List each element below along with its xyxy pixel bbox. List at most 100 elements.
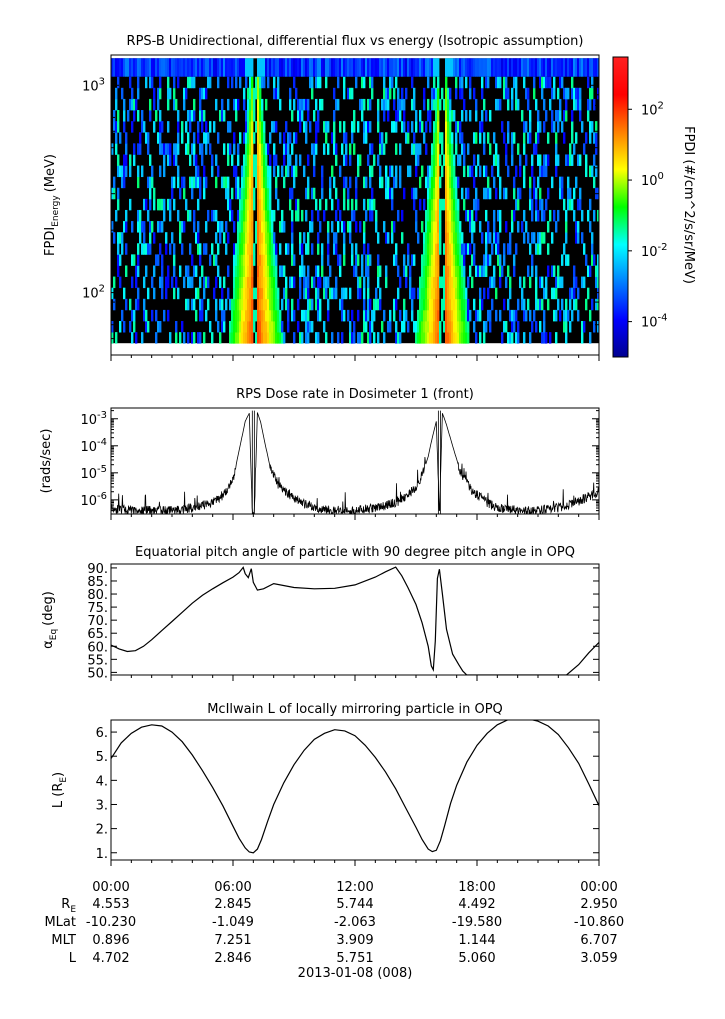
heatmap-cell — [321, 187, 324, 200]
heatmap-cell — [251, 332, 254, 344]
heatmap-cell — [535, 243, 538, 255]
heatmap-cell — [231, 187, 234, 200]
heatmap-cell — [539, 320, 542, 333]
ephemeris-value: 4.492 — [458, 897, 495, 912]
heatmap-cell — [439, 209, 442, 222]
heatmap-cell — [349, 332, 352, 344]
heatmap-cell — [545, 154, 548, 166]
heatmap-cell — [251, 254, 254, 266]
heatmap-cell — [437, 254, 440, 266]
heatmap-cell — [425, 276, 428, 289]
heatmap-cell — [307, 298, 310, 311]
heatmap-cell — [473, 132, 476, 144]
heatmap-cell — [533, 58, 536, 77]
heatmap-cell — [523, 58, 526, 77]
heatmap-cell — [245, 198, 248, 211]
heatmap-cell — [435, 243, 438, 255]
heatmap-cell — [343, 58, 346, 77]
heatmap-cell — [561, 76, 564, 89]
heatmap-cell — [571, 287, 574, 300]
heatmap-cell — [367, 298, 370, 311]
heatmap-cell — [427, 76, 430, 89]
heatmap-cell — [305, 187, 308, 200]
heatmap-cell — [359, 287, 362, 300]
heatmap-cell — [159, 320, 162, 333]
heatmap-cell — [249, 187, 252, 200]
heatmap-cell — [459, 298, 462, 311]
heatmap-cell — [279, 332, 282, 344]
heatmap-cell — [447, 143, 450, 155]
heatmap-cell — [131, 87, 134, 100]
heatmap-cell — [191, 143, 194, 155]
heatmap-cell — [115, 332, 118, 344]
heatmap-cell — [497, 209, 500, 222]
heatmap-cell — [111, 221, 114, 233]
heatmap-cell — [141, 110, 144, 122]
heatmap-cell — [555, 143, 558, 155]
heatmap-cell — [565, 332, 568, 344]
heatmap-cell — [187, 265, 190, 277]
heatmap-cell — [437, 298, 440, 311]
heatmap-cell — [459, 154, 462, 166]
heatmap-cell — [113, 58, 116, 77]
heatmap-cell — [169, 87, 172, 100]
heatmap-cell — [187, 110, 190, 122]
heatmap-cell — [493, 154, 496, 166]
heatmap-cell — [455, 254, 458, 266]
heatmap-cell — [535, 265, 538, 277]
heatmap-cell — [479, 332, 482, 344]
heatmap-cell — [315, 58, 318, 77]
heatmap-cell — [279, 221, 282, 233]
heatmap-cell — [581, 276, 584, 289]
heatmap-cell — [237, 221, 240, 233]
heatmap-cell — [383, 87, 386, 100]
heatmap-cell — [457, 209, 460, 222]
heatmap-cell — [529, 243, 532, 255]
heatmap-cell — [125, 265, 128, 277]
heatmap-cell — [299, 265, 302, 277]
heatmap-cell — [489, 309, 492, 322]
heatmap-cell — [581, 320, 584, 333]
heatmap-cell — [139, 209, 142, 222]
heatmap-cell — [267, 298, 270, 311]
heatmap-cell — [545, 332, 548, 344]
heatmap-cell — [343, 132, 346, 144]
heatmap-cell — [357, 287, 360, 300]
heatmap-cell — [161, 143, 164, 155]
heatmap-cell — [155, 254, 158, 266]
heatmap-cell — [149, 221, 152, 233]
heatmap-cell — [471, 165, 474, 178]
heatmap-cell — [195, 265, 198, 277]
heatmap-cell — [507, 165, 510, 178]
heatmap-cell — [353, 209, 356, 222]
heatmap-cell — [253, 165, 256, 178]
heatmap-cell — [145, 58, 148, 77]
heatmap-cell — [573, 265, 576, 277]
heatmap-cell — [161, 265, 164, 277]
heatmap-cell — [233, 287, 236, 300]
panel4-ylabel: L (RE) — [51, 772, 69, 808]
heatmap-cell — [455, 209, 458, 222]
heatmap-cell — [475, 110, 478, 122]
heatmap-cell — [257, 143, 260, 155]
heatmap-cell — [213, 254, 216, 266]
heatmap-cell — [457, 232, 460, 244]
heatmap-cell — [383, 98, 386, 111]
heatmap-cell — [275, 332, 278, 344]
heatmap-cell — [283, 132, 286, 144]
heatmap-cell — [519, 165, 522, 178]
heatmap-cell — [293, 58, 296, 77]
heatmap-cell — [449, 87, 452, 100]
heatmap-cell — [477, 154, 480, 166]
heatmap-cell — [193, 110, 196, 122]
heatmap-cell — [211, 165, 214, 178]
heatmap-cell — [427, 110, 430, 122]
heatmap-cell — [495, 232, 498, 244]
heatmap-cell — [137, 76, 140, 89]
heatmap-cell — [513, 132, 516, 144]
heatmap-cell — [279, 98, 282, 111]
heatmap-cell — [363, 198, 366, 211]
heatmap-cell — [509, 58, 512, 77]
heatmap-cell — [395, 320, 398, 333]
